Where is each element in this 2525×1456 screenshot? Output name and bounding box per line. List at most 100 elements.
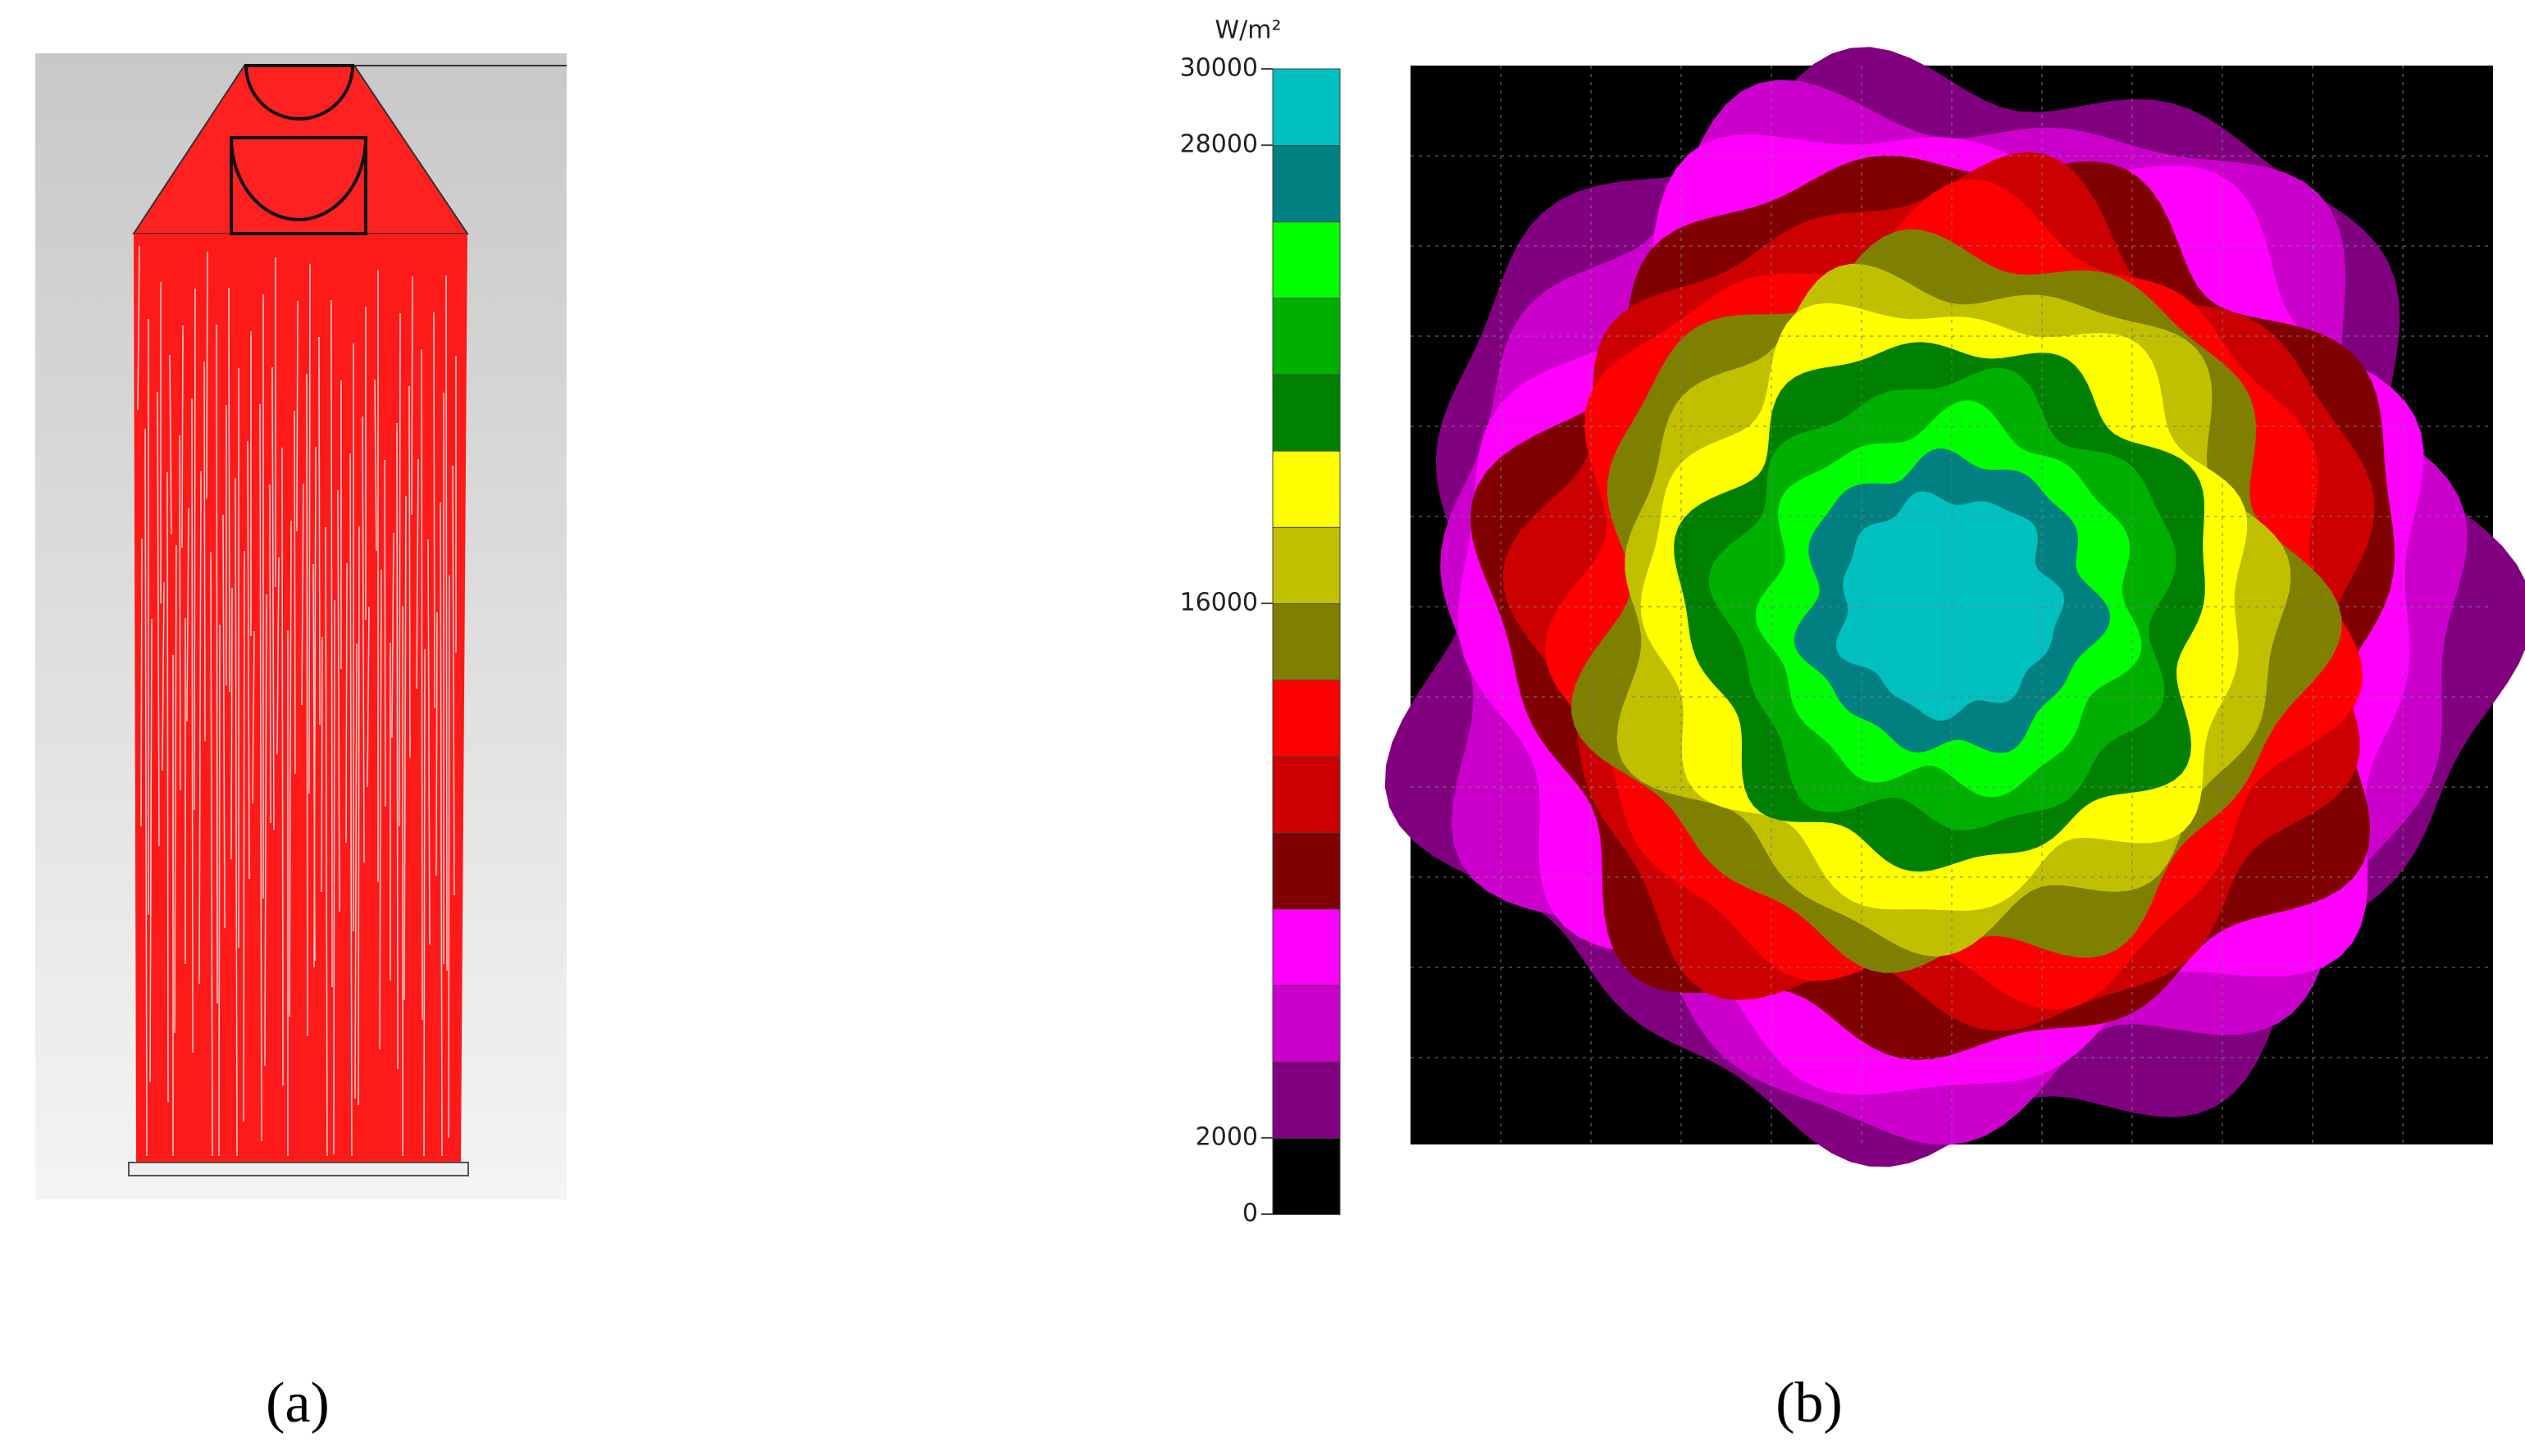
ray-gap <box>157 391 160 847</box>
ray-gap <box>269 484 271 824</box>
ray-gap <box>354 643 358 1099</box>
colorbar-tick-label: 0 <box>1242 1199 1258 1228</box>
ray-gap <box>222 514 226 929</box>
colorbar-band <box>1272 526 1341 604</box>
ray-gap <box>301 483 304 706</box>
ray-gap <box>358 526 360 1106</box>
colorbar-band <box>1272 831 1341 910</box>
ray-gap <box>162 581 165 771</box>
ray-gap <box>210 551 213 1157</box>
ray-gap <box>276 557 280 755</box>
colorbar-band <box>1272 450 1341 528</box>
colorbar-band <box>1272 221 1341 299</box>
ray-gap <box>194 288 196 811</box>
ray-gap <box>259 403 262 1142</box>
ray-gap <box>181 325 184 548</box>
ray-gap <box>433 312 435 709</box>
ray-gap <box>296 300 299 532</box>
ray-gap <box>247 440 250 880</box>
lens-curve <box>230 137 367 221</box>
ray-gap <box>435 612 438 876</box>
ray-gap <box>216 324 218 1004</box>
ray-gap <box>403 495 407 1001</box>
lens-top <box>244 64 355 121</box>
ray-gap <box>321 636 323 893</box>
ray-gap <box>308 263 311 794</box>
colorbar-band <box>1272 1137 1341 1216</box>
map-grid <box>1411 66 2493 1144</box>
panel-b: 0 2000 16000 28000 30000 W/m² (b) <box>1180 16 2525 1435</box>
colorbar-tick-label: 2000 <box>1196 1122 1258 1151</box>
ray-gap <box>313 446 317 968</box>
ray-gap <box>399 312 401 827</box>
target-plate <box>128 1162 469 1176</box>
ray-gap <box>203 361 206 742</box>
colorbar-tick-label: 30000 <box>1180 54 1258 83</box>
colorbar-unit: W/m² <box>1215 16 1281 45</box>
ray-gap <box>191 398 194 1053</box>
colorbar-band <box>1272 755 1341 834</box>
panel-a: (a) <box>35 53 567 1435</box>
ray-gap <box>362 416 365 863</box>
ray-gap <box>166 471 169 1103</box>
ray-gap <box>235 477 238 1157</box>
ray-gap <box>337 489 340 912</box>
ray-gap <box>174 544 177 1034</box>
ray-gap <box>306 373 308 1037</box>
ray-gap <box>349 453 353 1157</box>
ray-gap <box>271 366 275 830</box>
colorbar-band <box>1272 603 1341 681</box>
ray-gap <box>427 539 431 945</box>
ray-gap <box>367 606 370 788</box>
ray-gap <box>252 630 255 804</box>
colorbar-band <box>1272 679 1341 758</box>
ray-gap <box>396 422 399 1070</box>
ray-gap <box>281 447 284 1086</box>
ray-gap <box>264 594 267 1067</box>
colorbar-band <box>1272 68 1341 147</box>
ray-gap <box>186 507 189 722</box>
ray-gap <box>416 458 419 689</box>
ray-gap <box>330 299 333 988</box>
colorbar-band <box>1272 1061 1341 1139</box>
colorbar-band <box>1272 297 1341 375</box>
ray-gap <box>391 532 394 739</box>
ray-gap <box>345 562 348 844</box>
lens-box <box>230 136 367 235</box>
ray-gap <box>374 379 377 552</box>
colorbar-tick-label: 16000 <box>1180 588 1258 617</box>
ray-gap <box>228 287 230 693</box>
ray-gap <box>325 526 328 1157</box>
colorbar-band <box>1272 144 1341 223</box>
colorbar-band <box>1272 908 1341 986</box>
ray-gap <box>149 618 153 1083</box>
ray-gap <box>333 599 335 1155</box>
contour <box>1835 491 2065 721</box>
ray-gap <box>408 385 411 758</box>
colorbar-band <box>1272 374 1341 452</box>
ray-gap <box>379 569 382 1050</box>
ray-gap <box>445 275 448 971</box>
ray-gap <box>230 587 233 860</box>
ray-gap <box>318 336 321 726</box>
colorbar-tick-label: 28000 <box>1180 130 1258 159</box>
ray-bundle <box>134 234 467 1163</box>
colorbar: 0 2000 16000 28000 30000 <box>1180 54 1341 1228</box>
ray-gap <box>218 624 221 1157</box>
ray-gap <box>440 502 443 1157</box>
ray-gap <box>169 354 172 535</box>
panel-label: (b) <box>1775 1372 1843 1435</box>
ray-gap <box>294 410 296 775</box>
ray-gap <box>198 471 202 985</box>
ray-gap <box>144 428 148 1157</box>
ray-gap <box>423 648 426 1157</box>
ray-gap <box>289 520 292 1017</box>
colorbar-band <box>1272 985 1341 1062</box>
ray-gap <box>452 465 455 896</box>
ray-lines <box>137 245 457 1157</box>
ray-gap <box>140 538 143 827</box>
ray-gap <box>137 245 140 411</box>
panel-label: (a) <box>266 1372 330 1435</box>
